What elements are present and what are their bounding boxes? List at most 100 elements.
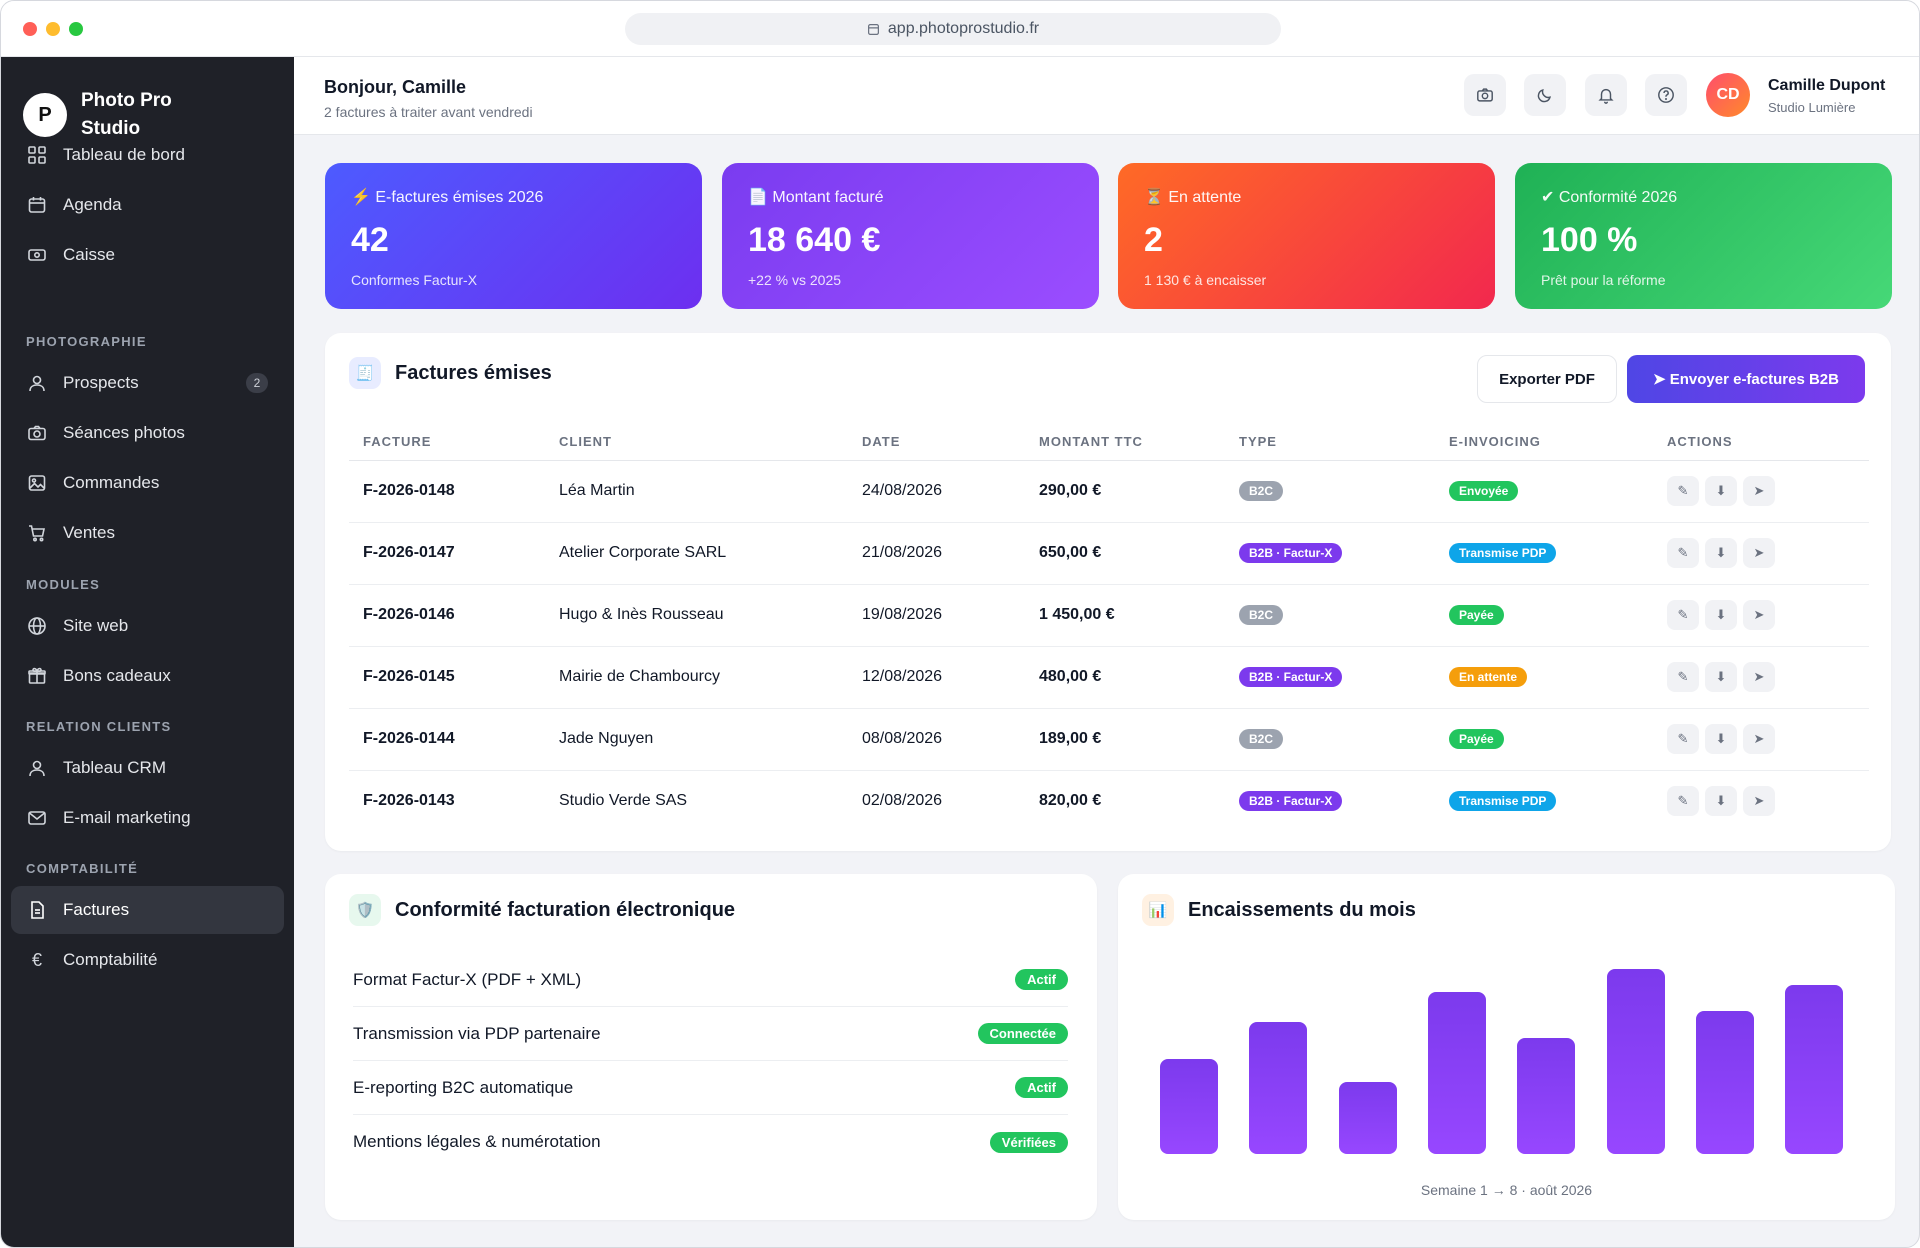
type-badge: B2C [1239, 481, 1284, 501]
download-button[interactable]: ⬇ [1705, 786, 1737, 817]
sidebar-item-commandes[interactable]: Commandes [11, 459, 284, 507]
col-facture[interactable]: FACTURE [349, 423, 545, 461]
sidebar-item-label: Séances photos [63, 423, 185, 442]
download-button[interactable]: ⬇ [1705, 662, 1737, 692]
sidebar-item-seances[interactable]: Séances photos [11, 409, 284, 457]
invoice-date: 12/08/2026 [848, 646, 1025, 709]
sidebar-section-modules: MODULES [26, 577, 101, 592]
actions-cell: ✎ ⬇ ➤ [1653, 584, 1869, 647]
export-pdf-button[interactable]: Exporter PDF [1477, 355, 1617, 403]
cart-icon [29, 525, 45, 542]
brand-name: Photo Pro Studio [81, 90, 172, 139]
compliance-label: Format Factur-X (PDF + XML) [353, 969, 582, 989]
sidebar-item-comptabilite[interactable]: € Comptabilité [11, 936, 284, 984]
compliance-item: Mentions légales & numérotation Vérifiée… [353, 1115, 1068, 1169]
edit-button[interactable]: ✎ [1667, 724, 1699, 754]
sidebar-item-label: Bons cadeaux [63, 666, 171, 685]
status-badge: Vérifiées [989, 1131, 1068, 1153]
edit-button[interactable]: ✎ [1667, 476, 1699, 506]
dark-mode-button[interactable] [1524, 74, 1566, 116]
stat-label: ⏳ En attente [1144, 189, 1242, 206]
minimize-window-button[interactable] [46, 22, 60, 36]
table-row[interactable]: F-2026-0144 Jade Nguyen 08/08/2026 189,00 €… [349, 708, 1869, 771]
edit-icon: ✎ [1677, 793, 1689, 809]
sidebar-item-label: Ventes [63, 523, 115, 542]
client-name: Jade Nguyen [545, 708, 848, 771]
table-row[interactable]: F-2026-0148 Léa Martin 24/08/2026 290,00 € B… [349, 460, 1869, 523]
send-button[interactable]: ➤ [1743, 600, 1775, 630]
download-button[interactable]: ⬇ [1705, 476, 1737, 506]
help-button[interactable] [1645, 74, 1687, 116]
chart-bar[interactable] [1785, 985, 1844, 1154]
table-row[interactable]: F-2026-0146 Hugo & Inès Rousseau 19/08/202… [349, 584, 1869, 647]
sidebar-item-email-marketing[interactable]: E-mail marketing [11, 794, 284, 842]
status-cell: Payée [1435, 708, 1653, 771]
document-icon [31, 901, 44, 919]
table-row[interactable]: F-2026-0143 Studio Verde SAS 02/08/2026 820… [349, 770, 1869, 832]
chart-bar[interactable] [1338, 1082, 1397, 1154]
chart-bar[interactable] [1695, 1010, 1754, 1154]
stat-sub: +22 % vs 2025 [748, 272, 842, 288]
prospects-count-badge: 2 [246, 373, 268, 393]
sidebar-item-factures[interactable]: Factures [11, 886, 284, 934]
brand[interactable]: P Photo Pro Studio [23, 87, 201, 143]
send-button[interactable]: ➤ [1743, 724, 1775, 754]
sidebar-item-crm[interactable]: Tableau CRM [11, 744, 284, 792]
download-button[interactable]: ⬇ [1705, 538, 1737, 568]
send-efactures-button[interactable]: ➤ Envoyer e-factures B2B [1627, 355, 1865, 403]
invoice-id: F-2026-0148 [349, 460, 545, 523]
chart-bar[interactable] [1160, 1059, 1218, 1154]
maximize-window-button[interactable] [69, 22, 83, 36]
download-icon: ⬇ [1715, 731, 1727, 746]
status-badge: Payée [1449, 605, 1504, 625]
col-client[interactable]: CLIENT [545, 423, 848, 461]
col-date[interactable]: DATE [848, 423, 1025, 461]
chart-bar[interactable] [1606, 969, 1665, 1154]
address-bar[interactable]: app.photoprostudio.fr [625, 13, 1281, 45]
send-button[interactable]: ➤ [1743, 476, 1775, 506]
send-button[interactable]: ➤ [1743, 786, 1775, 817]
chart-bar[interactable] [1517, 1038, 1576, 1154]
chart-bar[interactable] [1249, 1022, 1308, 1154]
page-icon [867, 23, 879, 35]
table-header-row: FACTURE CLIENT DATE MONTANT TTC TYPE E-I… [349, 423, 1869, 461]
sidebar-item-prospects[interactable]: Prospects 2 [11, 359, 284, 407]
close-window-button[interactable] [23, 22, 37, 36]
table-row[interactable]: F-2026-0145 Mairie de Chambourcy 12/08/202… [349, 646, 1869, 709]
invoice-amount: 1 450,00 € [1025, 584, 1225, 647]
chart-bar[interactable] [1427, 992, 1486, 1154]
status-cell: En attente [1435, 646, 1653, 709]
send-button[interactable]: ➤ [1743, 538, 1775, 568]
sidebar-item-dashboard[interactable]: Tableau de bord [11, 131, 284, 179]
sidebar-item-label: Agenda [63, 195, 122, 214]
col-einvoicing[interactable]: E-INVOICING [1435, 423, 1653, 461]
user-icon [29, 760, 45, 777]
invoice-date: 21/08/2026 [848, 522, 1025, 585]
status-cell: Transmise PDP [1435, 522, 1653, 585]
download-button[interactable]: ⬇ [1705, 600, 1737, 630]
send-icon: ➤ [1753, 669, 1765, 684]
sidebar-item-label: Factures [63, 900, 130, 919]
send-button[interactable]: ➤ [1743, 662, 1775, 692]
sidebar-item-label: Prospects [63, 373, 139, 392]
camera-button[interactable] [1464, 74, 1506, 116]
sidebar-item-ventes[interactable]: Ventes [11, 509, 284, 557]
edit-button[interactable]: ✎ [1667, 662, 1699, 692]
user-avatar[interactable]: CD [1706, 73, 1750, 117]
download-button[interactable]: ⬇ [1705, 724, 1737, 754]
stat-value: 100 % [1541, 221, 1638, 259]
notifications-button[interactable] [1585, 74, 1627, 116]
edit-button[interactable]: ✎ [1667, 538, 1699, 568]
col-montant[interactable]: MONTANT TTC [1025, 423, 1225, 461]
col-type[interactable]: TYPE [1225, 423, 1435, 461]
table-row[interactable]: F-2026-0147 Atelier Corporate SARL 21/08/2… [349, 522, 1869, 585]
edit-button[interactable]: ✎ [1667, 600, 1699, 630]
invoice-amount: 189,00 € [1025, 708, 1225, 771]
invoice-id: F-2026-0143 [363, 792, 455, 810]
sidebar-item-bons-cadeaux[interactable]: Bons cadeaux [11, 652, 284, 700]
edit-button[interactable]: ✎ [1667, 786, 1699, 817]
sidebar-item-agenda[interactable]: Agenda [11, 181, 284, 229]
sidebar-item-caisse[interactable]: Caisse [11, 231, 284, 279]
sidebar-item-site-web[interactable]: Site web [11, 602, 284, 650]
invoice-date: 02/08/2026 [862, 792, 943, 810]
